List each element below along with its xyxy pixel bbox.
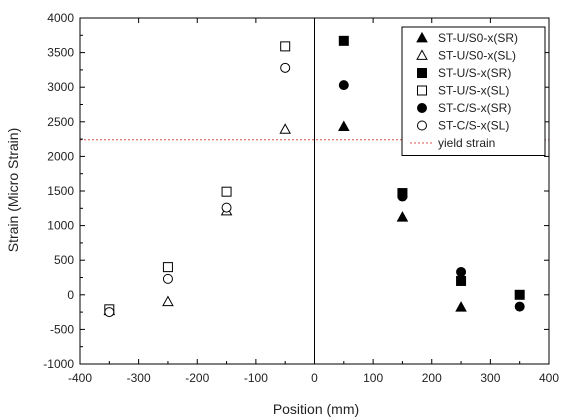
legend-label: ST-U/S0-x(SR) [438,31,518,45]
y-tick-label: 3500 [47,46,74,60]
y-tick-label: 3000 [47,80,74,94]
data-point [338,120,350,131]
data-point [280,41,291,52]
series-6 [104,62,291,318]
data-point [162,295,174,307]
legend-marker [417,120,427,131]
tick-labels: -400 -300 -200 -100 0 100 200 300 400-1000-50005… [43,11,559,385]
data-point [514,301,525,312]
legend-label: ST-C/S-x(SL) [438,119,509,133]
data-point [162,262,173,273]
legend-label: ST-C/S-x(SR) [438,101,511,115]
y-tick-label: 1500 [47,184,74,198]
data-point [456,266,467,277]
legend-marker [417,85,427,96]
legend-marker [417,68,427,78]
legend-label: yield strain [438,136,495,150]
x-axis-title: Position (mm) [273,401,359,417]
y-tick-label: -500 [50,322,74,336]
y-tick-label: 500 [54,253,74,267]
legend-label: ST-U/S-x(SL) [438,84,509,98]
series-4 [104,41,291,315]
y-tick-label: 4000 [47,11,74,25]
x-tick-label: -300 [127,371,151,385]
x-tick-label: 100 [363,371,383,385]
y-axis-title: Strain (Micro Strain) [5,128,21,252]
data-point [396,211,409,222]
legend-label: ST-U/S0-x(SL) [438,49,516,63]
data-point [455,301,467,312]
y-tick-label: 0 [67,288,74,302]
data-point [221,186,232,197]
data-point [338,80,349,91]
data-point [397,191,408,202]
data-point [279,123,291,134]
data-point [456,275,467,286]
x-tick-label: 300 [480,371,500,385]
series-5 [338,80,525,312]
series-1 [338,120,467,312]
y-tick-label: 1000 [47,219,74,233]
data-point [104,307,115,318]
y-tick-label: 2500 [47,115,74,129]
y-tick-label: -1000 [43,357,74,371]
legend-marker [416,49,428,60]
y-tick-label: 2000 [47,149,74,163]
legend: ST-U/S0-x(SR) ST-U/S0-x(SL) ST-U/S-x(SR) ST… [401,26,546,156]
x-tick-label: 400 [539,371,559,385]
data-point [338,35,349,46]
x-tick-label: -100 [244,371,268,385]
legend-marker [416,31,428,43]
data-point [280,62,291,73]
plot-marks [80,18,549,364]
axes [79,17,550,365]
legend-label: ST-U/S-x(SR) [438,66,511,80]
x-tick-label: 200 [422,371,442,385]
data-point [514,289,525,300]
x-tick-label: -200 [185,371,209,385]
series-2 [103,123,291,316]
legend-marker [417,103,427,113]
x-tick-label: -400 [68,371,92,385]
data-point [162,273,173,284]
x-tick-label: 0 [311,371,318,385]
data-point [221,202,232,213]
